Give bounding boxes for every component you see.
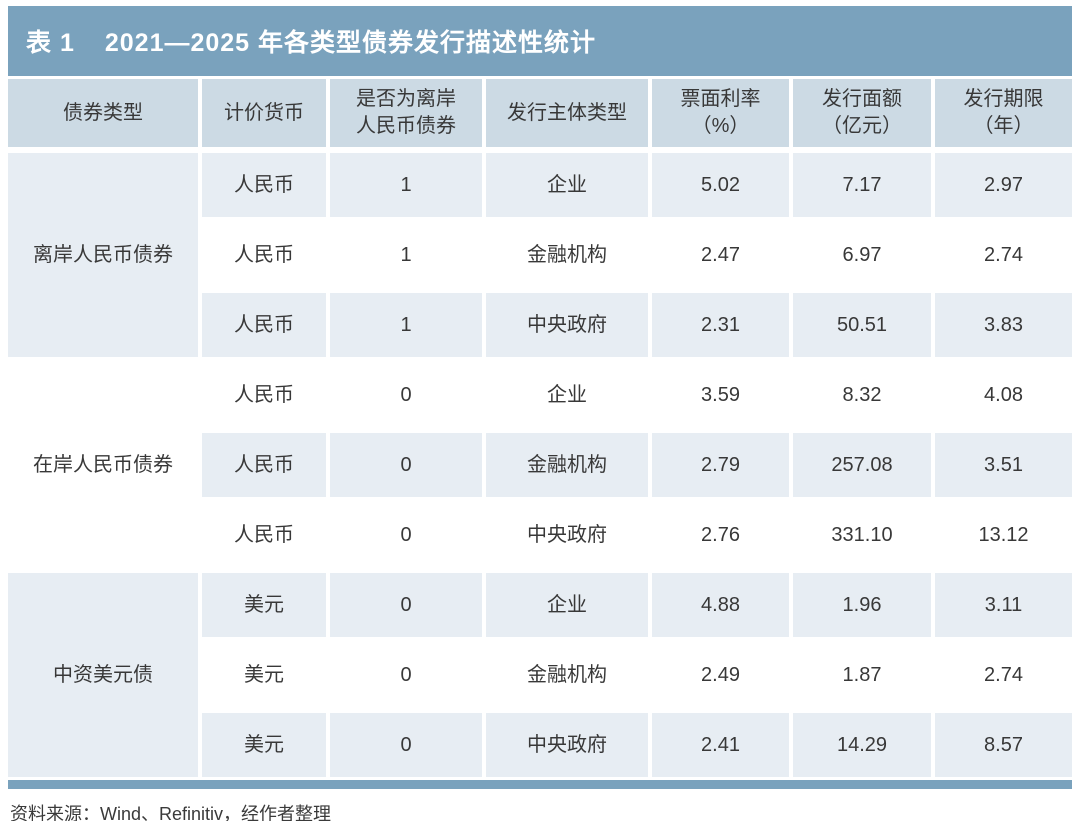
table-cell: 美元 — [202, 573, 326, 637]
table-cell: 0 — [330, 573, 482, 637]
table-cell: 人民币 — [202, 363, 326, 427]
table-cell: 8.32 — [793, 363, 931, 427]
table-cell: 3.51 — [935, 433, 1072, 497]
table-cell: 人民币 — [202, 433, 326, 497]
table-cell: 0 — [330, 713, 482, 777]
table-cell: 0 — [330, 643, 482, 707]
table-cell: 1 — [330, 153, 482, 217]
bond-type-label: 在岸人民币债券 — [8, 363, 198, 567]
table-cell: 人民币 — [202, 503, 326, 567]
table-cell: 企业 — [486, 573, 648, 637]
table-cell: 1 — [330, 223, 482, 287]
source-note: 资料来源：Wind、Refinitiv，经作者整理 — [10, 804, 332, 821]
table-cell: 8.57 — [935, 713, 1072, 777]
table-cell: 中央政府 — [486, 713, 648, 777]
table-cell: 6.97 — [793, 223, 931, 287]
table-cell: 金融机构 — [486, 433, 648, 497]
table-cell: 331.10 — [793, 503, 931, 567]
table-cell: 金融机构 — [486, 643, 648, 707]
column-header-issue-term: 发行期限 （年） — [935, 79, 1072, 147]
table-cell: 2.76 — [652, 503, 789, 567]
column-header-coupon-rate: 票面利率 （%） — [652, 79, 789, 147]
column-header-currency: 计价货币 — [202, 79, 326, 147]
bond-type-label: 中资美元债 — [8, 573, 198, 777]
table-cell: 0 — [330, 363, 482, 427]
title-bar: 表 1 2021—2025 年各类型债券发行描述性统计 — [8, 6, 1072, 76]
column-header-issuer-type: 发行主体类型 — [486, 79, 648, 147]
table-cell: 2.74 — [935, 643, 1072, 707]
table-cell: 2.97 — [935, 153, 1072, 217]
table-cell: 4.08 — [935, 363, 1072, 427]
statistics-table: 债券类型 计价货币 是否为离岸 人民币债券 发行主体类型 票面利率 （%） 发行… — [8, 79, 1072, 777]
table-cell: 7.17 — [793, 153, 931, 217]
table-cell: 257.08 — [793, 433, 931, 497]
table-cell: 企业 — [486, 153, 648, 217]
table-cell: 3.11 — [935, 573, 1072, 637]
column-header-bond-type: 债券类型 — [8, 79, 198, 147]
bottom-accent-bar — [8, 780, 1072, 789]
table-cell: 50.51 — [793, 293, 931, 357]
bond-type-label: 离岸人民币债券 — [8, 153, 198, 357]
table-cell: 2.49 — [652, 643, 789, 707]
table-cell: 2.31 — [652, 293, 789, 357]
table-cell: 13.12 — [935, 503, 1072, 567]
table-cell: 中央政府 — [486, 293, 648, 357]
table-cell: 1.96 — [793, 573, 931, 637]
table-title: 2021—2025 年各类型债券发行描述性统计 — [104, 29, 597, 57]
column-header-offshore-flag: 是否为离岸 人民币债券 — [330, 79, 482, 147]
table-cell: 中央政府 — [486, 503, 648, 567]
table-cell: 美元 — [202, 713, 326, 777]
table-cell: 4.88 — [652, 573, 789, 637]
table-cell: 14.29 — [793, 713, 931, 777]
table-cell: 2.74 — [935, 223, 1072, 287]
table-cell: 1 — [330, 293, 482, 357]
table-cell: 2.41 — [652, 713, 789, 777]
table-cell: 2.47 — [652, 223, 789, 287]
table-cell: 1.87 — [793, 643, 931, 707]
table-cell: 5.02 — [652, 153, 789, 217]
table-cell: 金融机构 — [486, 223, 648, 287]
table-number: 表 1 — [26, 29, 75, 57]
table-cell: 0 — [330, 503, 482, 567]
table-cell: 人民币 — [202, 293, 326, 357]
table-cell: 人民币 — [202, 223, 326, 287]
column-header-issue-amount: 发行面额 （亿元） — [793, 79, 931, 147]
table-cell: 美元 — [202, 643, 326, 707]
table-cell: 3.59 — [652, 363, 789, 427]
table-cell: 人民币 — [202, 153, 326, 217]
table-cell: 0 — [330, 433, 482, 497]
table-cell: 3.83 — [935, 293, 1072, 357]
table-cell: 企业 — [486, 363, 648, 427]
table-cell: 2.79 — [652, 433, 789, 497]
